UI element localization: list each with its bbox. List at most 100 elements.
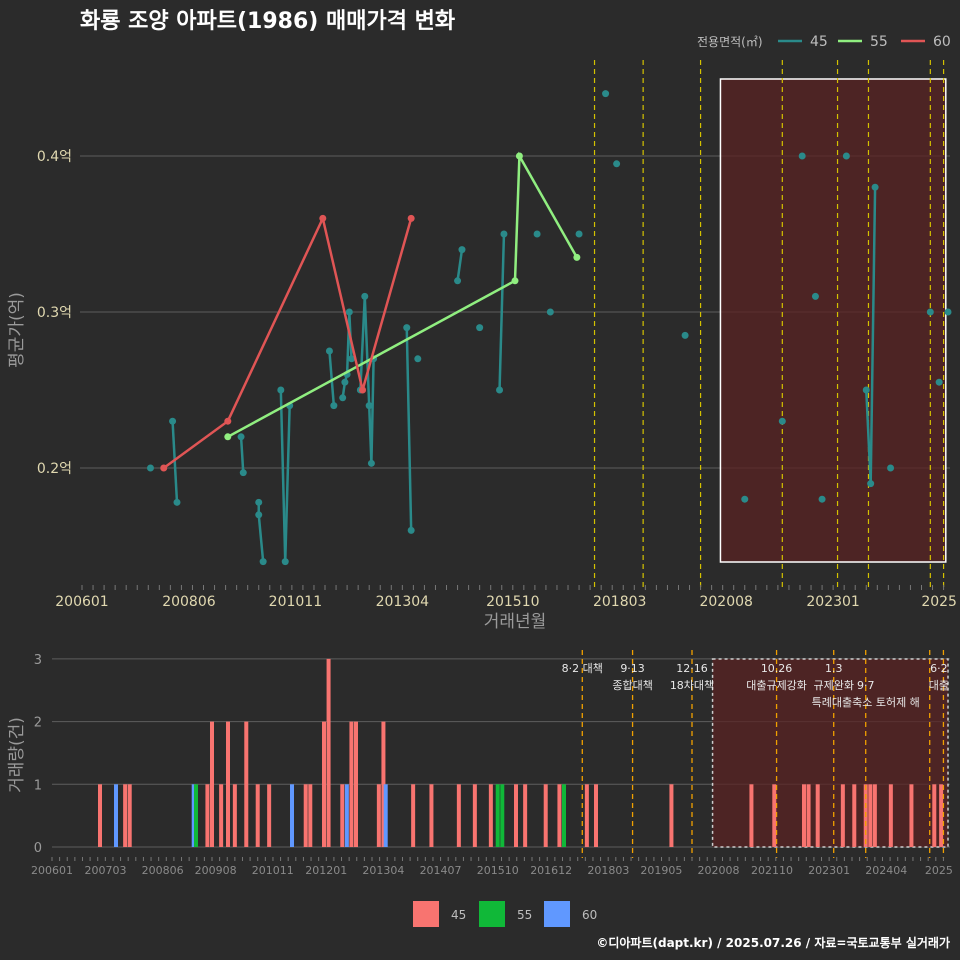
volume-x-tick: 202110	[751, 864, 793, 877]
volume-bar	[594, 784, 598, 847]
data-point	[515, 152, 523, 160]
volume-bar	[514, 784, 518, 847]
series-segment	[363, 296, 371, 406]
data-point	[224, 417, 232, 425]
volume-x-tick: 200601	[31, 864, 73, 877]
volume-bar	[322, 721, 326, 847]
volume-bar	[340, 784, 345, 847]
volume-bar	[194, 784, 198, 847]
series-segment	[869, 187, 877, 484]
volume-x-tick: 201510	[477, 864, 519, 877]
volume-bar	[584, 784, 589, 847]
volume-x-tick: 200703	[84, 864, 126, 877]
volume-bar	[290, 784, 294, 847]
x-tick-label: 201510	[486, 594, 539, 610]
volume-bar	[806, 784, 811, 847]
volume-x-tick: 202008	[698, 864, 740, 877]
policy-label: 1.3	[825, 662, 843, 675]
policy-label: 6·2	[930, 662, 948, 675]
data-point	[319, 214, 327, 222]
policy-label: 12·16	[676, 662, 708, 675]
volume-panel: 0 1 2 3 8·2 대책 9·13 종합대책 12·16 18차대책 10.26 대출규제강화 1…	[31, 650, 953, 877]
x-tick-label: 200601	[55, 594, 108, 610]
volume-bar	[98, 784, 102, 847]
volume-bar	[932, 784, 937, 847]
volume-bar	[344, 784, 349, 847]
volume-bar	[488, 784, 493, 847]
data-point	[798, 152, 806, 160]
volume-legend-key-55	[479, 901, 505, 927]
data-point	[778, 417, 786, 425]
volume-y-tick: 0	[34, 841, 42, 856]
volume-bar	[244, 721, 249, 847]
volume-bar	[852, 784, 857, 847]
data-point	[173, 498, 181, 506]
volume-bar	[523, 784, 528, 847]
volume-bar	[888, 784, 893, 847]
volume-bar	[495, 784, 500, 847]
policy-label: 10.26	[761, 662, 793, 675]
x-tick-label: 201011	[269, 594, 322, 610]
volume-bar	[868, 784, 873, 847]
policy-label: 9·13	[620, 662, 645, 675]
volume-bar	[872, 784, 877, 847]
chart-title: 화룡 조양 아파트(1986) 매매가격 변화	[80, 9, 455, 34]
series-segment	[328, 350, 336, 406]
data-point	[345, 308, 353, 316]
data-point	[500, 230, 508, 238]
data-point	[160, 464, 168, 472]
volume-x-tick: 201407	[420, 864, 462, 877]
policy-label: 8·2 대책	[562, 662, 603, 675]
data-point	[281, 558, 289, 566]
data-point	[367, 459, 375, 467]
volume-bar	[267, 784, 272, 847]
volume-bar	[472, 784, 477, 847]
volume-x-tick: 202301	[808, 864, 850, 877]
data-point	[239, 469, 247, 477]
volume-x-tick: 201304	[362, 864, 404, 877]
volume-bar	[802, 784, 806, 847]
volume-bar	[840, 784, 845, 847]
volume-bar	[303, 784, 308, 847]
data-point	[259, 558, 267, 566]
volume-bar	[557, 784, 562, 847]
data-point	[862, 386, 870, 394]
x-tick-label: 202008	[699, 594, 752, 610]
volume-x-tick: 202404	[865, 864, 907, 877]
data-point	[414, 355, 422, 363]
volume-bar	[562, 784, 566, 847]
series-segment	[498, 233, 506, 391]
volume-bar	[232, 784, 237, 847]
volume-y-tick: 3	[34, 653, 42, 668]
volume-bar	[349, 721, 354, 847]
data-point	[511, 277, 519, 285]
volume-x-tick: 201905	[640, 864, 682, 877]
policy-label: 대출	[929, 679, 949, 692]
series-segment	[405, 327, 413, 531]
data-point	[842, 152, 850, 160]
data-point	[255, 498, 263, 506]
price-panel: 0.2억 0.3억 0.4억 200601 200806 201011 201304 2015…	[37, 60, 957, 610]
data-point	[255, 511, 263, 519]
data-point	[407, 214, 415, 222]
data-point	[573, 253, 581, 261]
data-point	[476, 324, 484, 332]
x-tick-label: 201803	[593, 594, 646, 610]
volume-bar	[815, 784, 820, 847]
legend-label-55: 55	[870, 34, 888, 50]
footer-credit: ©디아파트(dapt.kr) / 2025.07.26 / 자료=국토교통부 실…	[596, 935, 950, 950]
series-segment	[370, 358, 375, 464]
legend-label-60: 60	[933, 34, 951, 50]
series-segment	[456, 249, 464, 281]
data-point	[944, 308, 952, 316]
data-point	[224, 433, 232, 441]
volume-bar	[411, 784, 416, 847]
data-point	[407, 526, 415, 534]
data-point	[935, 378, 943, 386]
volume-bar	[381, 721, 386, 847]
policy-label: 종합대책	[612, 679, 652, 692]
volume-y-tick: 2	[34, 716, 42, 731]
volume-bar	[749, 784, 754, 847]
policy-label: 18차대책	[670, 679, 714, 692]
series-60	[160, 214, 415, 472]
